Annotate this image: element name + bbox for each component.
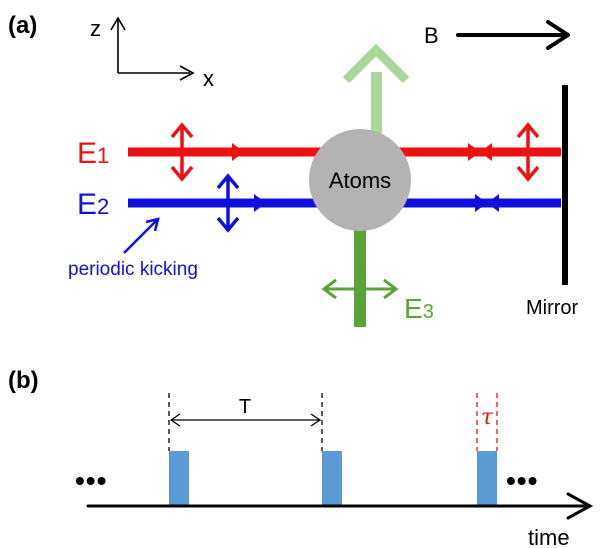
tau-guides <box>476 393 498 451</box>
period-label: T <box>239 396 251 418</box>
beam-e3-lower <box>354 215 366 327</box>
x-axis-label: x <box>203 66 214 91</box>
beam-e1-forward-arrow-icon <box>232 143 244 161</box>
beam-e1-polarization-icon <box>170 122 194 182</box>
beam-e3-upper <box>371 72 382 182</box>
panel-b-label: (b) <box>8 367 39 394</box>
time-axis-label: time <box>528 525 570 548</box>
atoms-label: Atoms <box>329 168 391 193</box>
z-axis-arrow <box>110 16 126 73</box>
period-double-arrow <box>169 413 322 427</box>
beam-e2-polarization-icon <box>216 173 240 233</box>
beam-e1-backward-arrow-icon <box>468 143 492 161</box>
pulse-width-label: τ <box>481 405 494 430</box>
beam-e3-label: E3 <box>404 293 434 324</box>
mirror-label: Mirror <box>526 297 579 319</box>
pulse-2 <box>322 451 342 506</box>
ellipsis-left: ••• <box>75 465 107 496</box>
pulse-3 <box>477 451 497 506</box>
beam-e2-backward-arrow-icon <box>475 194 499 212</box>
time-axis <box>86 492 594 520</box>
beam-e3-arrowhead <box>342 43 410 84</box>
beam-e1-reflected-polarization-icon <box>516 122 540 182</box>
period-guides <box>168 393 323 451</box>
beam-e3 <box>321 43 410 327</box>
pulse-1 <box>169 451 189 506</box>
b-field-label: B <box>424 23 439 48</box>
beam-e3-polarization-icon <box>321 278 399 300</box>
atoms-cloud <box>309 129 411 231</box>
beam-e2-forward-arrow-icon <box>254 194 266 212</box>
periodic-kicking-label: periodic kicking <box>68 259 198 280</box>
x-axis-arrow <box>118 65 195 81</box>
z-axis-label: z <box>90 16 101 41</box>
coordinate-axes <box>110 16 195 81</box>
kicking-pointer-arrow <box>123 217 160 254</box>
beam-e1-label: E1 <box>77 137 109 170</box>
ellipsis-right: ••• <box>506 465 538 496</box>
b-field-arrow <box>456 20 570 50</box>
beam-e2-label: E2 <box>77 188 109 221</box>
panel-a-label: (a) <box>8 12 37 39</box>
pulse-train <box>169 451 497 506</box>
